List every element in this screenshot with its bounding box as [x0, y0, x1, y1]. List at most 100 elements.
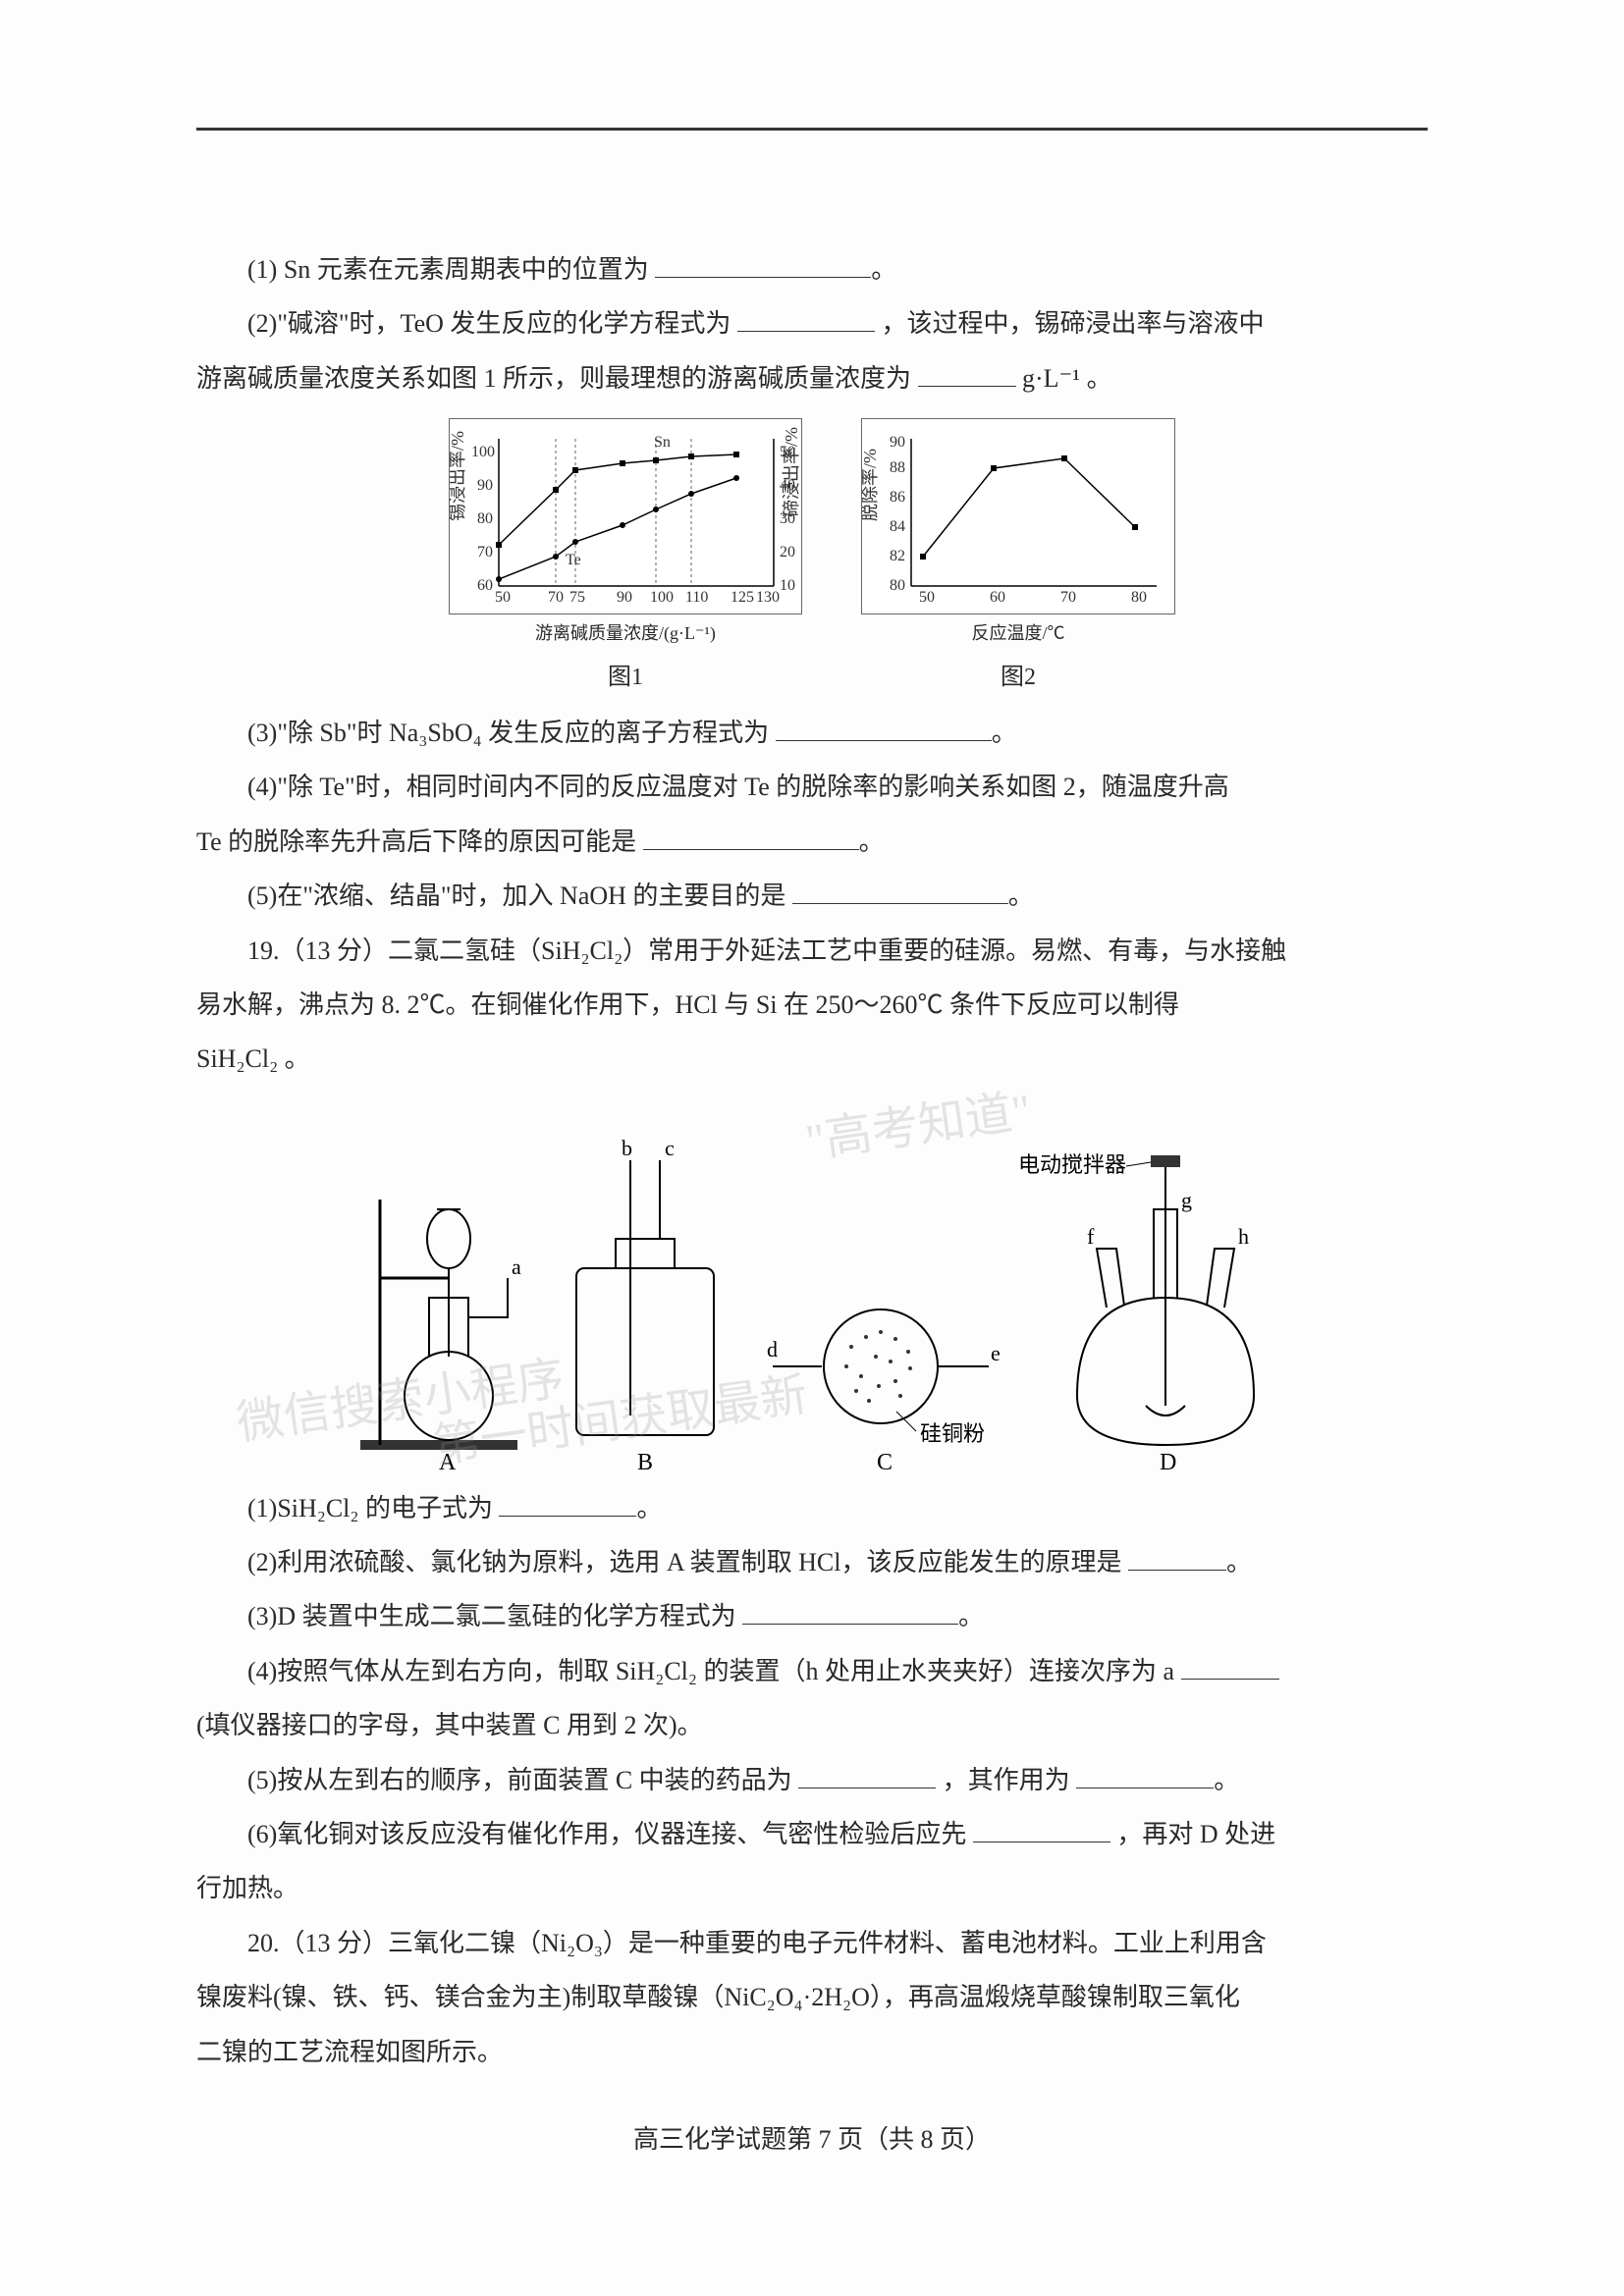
blank [792, 879, 1008, 904]
svg-text:100: 100 [471, 444, 495, 460]
blank [1076, 1763, 1214, 1789]
sq4-line2: (填仪器接口的字母，其中装置 C 用到 2 次)。 [196, 1701, 1428, 1749]
sq5b: ，其作用为 [943, 1766, 1070, 1794]
blank [499, 1491, 636, 1517]
q2-line1: (2)"碱溶"时，TeO 发生反应的化学方程式为 ，该过程中，锡碲浸出率与溶液中 [196, 299, 1428, 347]
svg-text:电动搅拌器: 电动搅拌器 [1018, 1152, 1126, 1177]
svg-text:Te: Te [566, 552, 581, 568]
figure-2: 80 82 84 86 88 90 50 60 70 80 [861, 418, 1175, 701]
svg-text:50: 50 [495, 589, 511, 606]
svg-text:c: c [665, 1136, 675, 1160]
q19-line2: 易水解，沸点为 8. 2℃。在铜催化作用下，HCl 与 Si 在 250～260… [196, 981, 1428, 1029]
svg-text:C: C [877, 1450, 893, 1474]
q19a: 19.（13 分）二氯二氢硅（SiH₂Cl₂）常用于外延法工艺中重要的硅源。易燃… [247, 936, 1286, 965]
blank [742, 1599, 958, 1625]
svg-text:70: 70 [477, 544, 493, 561]
top-rule [196, 128, 1428, 131]
svg-text:Sn: Sn [654, 434, 671, 451]
svg-text:80: 80 [477, 510, 493, 527]
blank [973, 1817, 1110, 1842]
fig1-xlabel: 游离碱质量浓度/(g·L⁻¹) [535, 616, 716, 650]
sq6b: ，再对 D 处进 [1116, 1820, 1275, 1848]
q19-line1: 19.（13 分）二氯二氢硅（SiH₂Cl₂）常用于外延法工艺中重要的硅源。易燃… [196, 927, 1428, 975]
sq5a: (5)按从左到右的顺序，前面装置 C 中装的药品为 [247, 1766, 792, 1794]
apparatus-figure: 微信搜索小程序 "高考知道" 第一时间获取最新 a A [196, 1101, 1428, 1474]
apparatus-svg: a A b c B [331, 1101, 1293, 1474]
blank [737, 306, 875, 332]
svg-text:A: A [439, 1450, 457, 1474]
blank [776, 716, 992, 741]
svg-text:D: D [1160, 1450, 1176, 1474]
q20b: 镍废料(镍、铁、钙、镁合金为主)制取草酸镍（NiC₂O₄·2H₂O），再高温煅烧… [196, 1983, 1240, 2011]
svg-text:60: 60 [477, 577, 493, 594]
q3: (3)"除 Sb"时 Na₃SbO₄ 发生反应的离子方程式为 。 [196, 709, 1428, 757]
svg-text:70: 70 [548, 589, 564, 606]
blank [1128, 1545, 1226, 1571]
sq3-text: (3)D 装置中生成二氯二氢硅的化学方程式为 [247, 1602, 736, 1630]
svg-text:80: 80 [1131, 589, 1147, 606]
fig1-chart: 60 70 80 90 100 10 20 30 40 50 50 70 75 … [449, 418, 802, 614]
q2a: (2)"碱溶"时，TeO 发生反应的化学方程式为 [247, 309, 731, 338]
svg-text:B: B [637, 1450, 653, 1474]
svg-text:脱除率/%: 脱除率/% [861, 449, 880, 521]
q19c: SiH₂Cl₂ 。 [196, 1044, 310, 1073]
svg-text:g: g [1181, 1188, 1192, 1212]
sq2: (2)利用浓硫酸、氯化钠为原料，选用 A 装置制取 HCl，该反应能发生的原理是… [196, 1538, 1428, 1586]
svg-text:a: a [512, 1255, 521, 1279]
svg-text:70: 70 [1060, 589, 1076, 606]
blank [918, 361, 1016, 387]
blank [655, 252, 871, 278]
svg-text:e: e [991, 1341, 1001, 1365]
svg-text:h: h [1238, 1224, 1249, 1249]
svg-text:84: 84 [890, 518, 905, 535]
svg-text:10: 10 [780, 577, 795, 594]
q5: (5)在"浓缩、结晶"时，加入 NaOH 的主要目的是 。 [196, 872, 1428, 920]
sq4a: (4)按照气体从左到右方向，制取 SiH₂Cl₂ 的装置（h 处用止水夹夹好）连… [247, 1657, 1174, 1685]
svg-text:110: 110 [685, 589, 708, 606]
svg-text:90: 90 [617, 589, 632, 606]
q4a: (4)"除 Te"时，相同时间内不同的反应温度对 Te 的脱除率的影响关系如图 … [247, 773, 1229, 801]
q20-line2: 镍废料(镍、铁、钙、镁合金为主)制取草酸镍（NiC₂O₄·2H₂O），再高温煅烧… [196, 1973, 1428, 2021]
sq6-line2: 行加热。 [196, 1864, 1428, 1912]
q2c: 游离碱质量浓度关系如图 1 所示，则最理想的游离碱质量浓度为 [196, 364, 911, 393]
q19b: 易水解，沸点为 8. 2℃。在铜催化作用下，HCl 与 Si 在 250～260… [196, 990, 1179, 1019]
sq6-line1: (6)氧化铜对该反应没有催化作用，仪器连接、气密性检验后应先 ，再对 D 处进 [196, 1810, 1428, 1858]
svg-text:硅铜粉: 硅铜粉 [920, 1421, 985, 1446]
figure-row: 60 70 80 90 100 10 20 30 40 50 50 70 75 … [196, 418, 1428, 701]
svg-text:82: 82 [890, 548, 905, 564]
svg-text:90: 90 [477, 477, 493, 494]
fig2-chart: 80 82 84 86 88 90 50 60 70 80 [861, 418, 1175, 614]
q2b: ，该过程中，锡碲浸出率与溶液中 [881, 309, 1264, 338]
q20a: 20.（13 分）三氧化二镍（Ni₂O₃）是一种重要的电子元件材料、蓄电池材料。… [247, 1929, 1267, 1957]
q2d: g·L⁻¹ 。 [1022, 364, 1112, 393]
q5-text: (5)在"浓缩、结晶"时，加入 NaOH 的主要目的是 [247, 881, 785, 910]
svg-text:130: 130 [756, 589, 780, 606]
sq4-line1: (4)按照气体从左到右方向，制取 SiH₂Cl₂ 的装置（h 处用止水夹夹好）连… [196, 1647, 1428, 1695]
sq6c: 行加热。 [196, 1874, 298, 1902]
q20-line3: 二镍的工艺流程如图所示。 [196, 2028, 1428, 2076]
q1: (1) Sn 元素在元素周期表中的位置为 。 [196, 245, 1428, 294]
svg-text:f: f [1087, 1224, 1095, 1249]
svg-text:88: 88 [890, 459, 905, 476]
svg-text:75: 75 [569, 589, 585, 606]
blank [1181, 1654, 1279, 1680]
q4-line2: Te 的脱除率先升高后下降的原因可能是 。 [196, 818, 1428, 866]
svg-text:d: d [767, 1337, 778, 1362]
sq1: (1)SiH₂Cl₂ 的电子式为 。 [196, 1484, 1428, 1532]
sq3: (3)D 装置中生成二氯二氢硅的化学方程式为 。 [196, 1592, 1428, 1640]
q4-line1: (4)"除 Te"时，相同时间内不同的反应温度对 Te 的脱除率的影响关系如图 … [196, 763, 1428, 811]
fig2-caption: 图2 [1001, 656, 1036, 701]
exam-page: (1) Sn 元素在元素周期表中的位置为 。 (2)"碱溶"时，TeO 发生反应… [0, 0, 1624, 2296]
q2-line2: 游离碱质量浓度关系如图 1 所示，则最理想的游离碱质量浓度为 g·L⁻¹ 。 [196, 354, 1428, 402]
q3-text: (3)"除 Sb"时 Na₃SbO₄ 发生反应的离子方程式为 [247, 719, 769, 747]
page-content: (1) Sn 元素在元素周期表中的位置为 。 (2)"碱溶"时，TeO 发生反应… [196, 245, 1428, 2163]
q20c: 二镍的工艺流程如图所示。 [196, 2038, 503, 2066]
fig1-caption: 图1 [608, 656, 643, 701]
sq5: (5)按从左到右的顺序，前面装置 C 中装的药品为 ，其作用为 。 [196, 1756, 1428, 1804]
svg-text:20: 20 [780, 544, 795, 561]
svg-text:90: 90 [890, 434, 905, 451]
q19-line3: SiH₂Cl₂ 。 [196, 1035, 1428, 1083]
fig2-xlabel: 反应温度/℃ [971, 616, 1064, 650]
q4b: Te 的脱除率先升高后下降的原因可能是 [196, 828, 636, 856]
svg-text:80: 80 [890, 577, 905, 594]
